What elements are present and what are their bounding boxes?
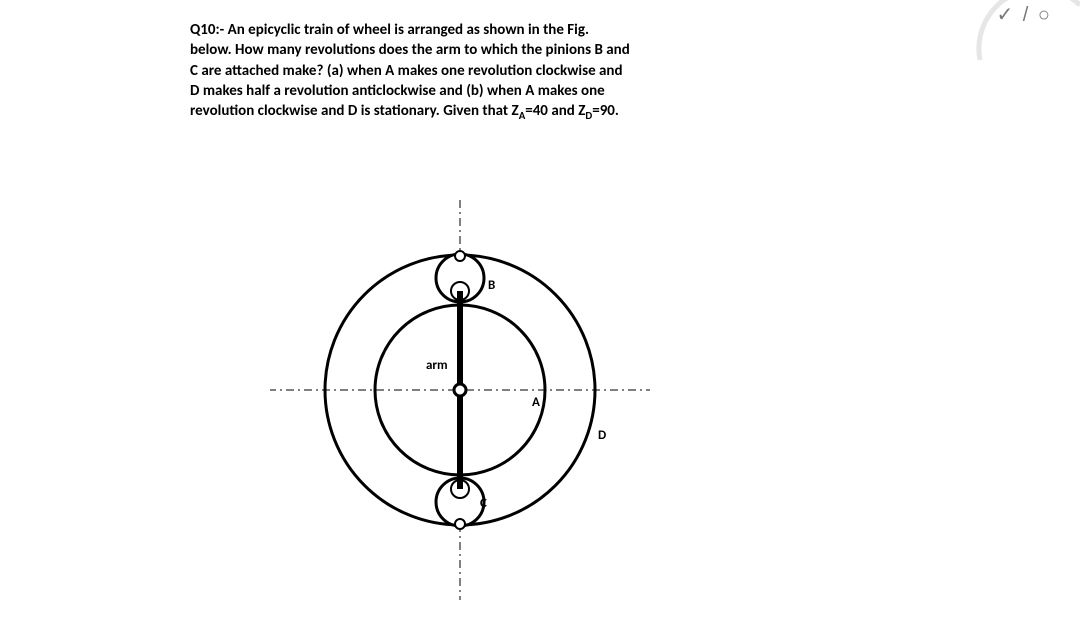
question-text: Q10:- An epicyclic train of wheel is arr… <box>190 20 710 124</box>
figure-svg <box>270 200 650 600</box>
question-line-3: D makes half a revolution anticlockwise … <box>190 82 605 100</box>
epicyclic-figure: B arm A D C <box>270 200 650 600</box>
question-line-4: revolution clockwise and D is stationary… <box>190 102 508 120</box>
label-b: B <box>488 278 495 293</box>
and-text: and <box>551 102 575 120</box>
arm-pivot <box>454 384 466 396</box>
za-prefix: Z <box>512 102 519 120</box>
question-line-1: below. How many revolutions does the arm… <box>190 41 630 59</box>
zd-eq: =90. <box>592 102 619 120</box>
label-d: D <box>598 428 606 443</box>
za-eq: =40 <box>525 102 548 120</box>
pin-bottom <box>455 519 465 529</box>
corner-scribble <box>920 0 1080 60</box>
page-root: ✓ / ○ Q10:- An epicyclic train of wheel … <box>0 0 1080 631</box>
label-a: A <box>532 395 540 410</box>
label-arm: arm <box>426 358 448 373</box>
question-line-2: C are attached make? (a) when A makes on… <box>190 62 623 80</box>
question-label: Q10:- <box>190 21 224 39</box>
label-c: C <box>480 496 487 511</box>
question-line-0: An epicyclic train of wheel is arranged … <box>228 21 589 39</box>
pin-top <box>455 251 465 261</box>
